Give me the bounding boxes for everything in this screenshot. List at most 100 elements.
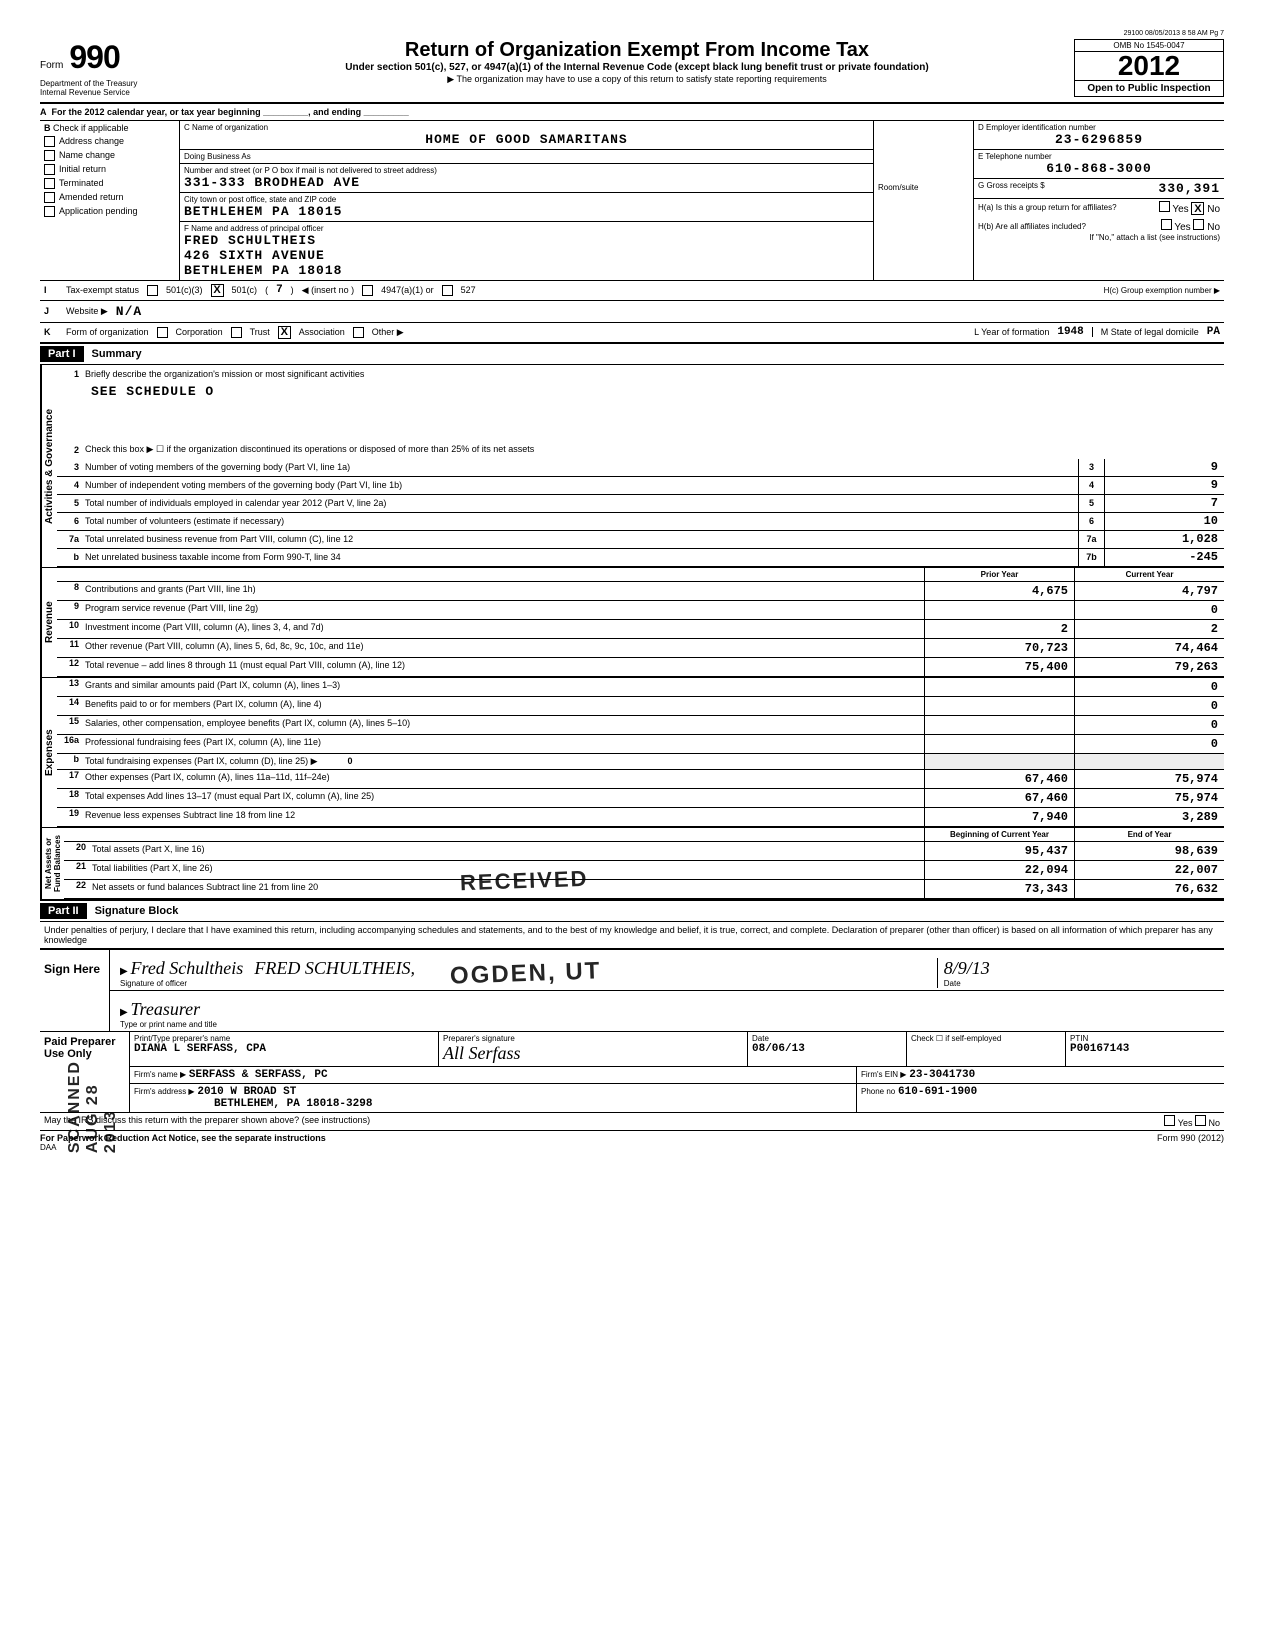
527-checkbox[interactable]: [442, 285, 453, 296]
cy16a: 0: [1074, 735, 1224, 753]
hb-no-checkbox[interactable]: [1193, 219, 1204, 230]
cy15: 0: [1074, 716, 1224, 734]
line7b-val: -245: [1104, 549, 1224, 566]
gross-receipts: 330,391: [1158, 181, 1220, 196]
org-city: BETHLEHEM PA 18015: [184, 204, 869, 219]
cy14: 0: [1074, 697, 1224, 715]
governance-label: Activities & Governance: [40, 365, 57, 567]
section-a: A For the 2012 calendar year, or tax yea…: [40, 104, 1224, 120]
other-checkbox[interactable]: [353, 327, 364, 338]
firm-addr2: BETHLEHEM, PA 18018-3298: [214, 1098, 372, 1110]
cy11: 74,464: [1074, 639, 1224, 657]
cy10: 2: [1074, 620, 1224, 638]
501c3-checkbox[interactable]: [147, 285, 158, 296]
room-suite-col: Room/suite: [874, 121, 974, 280]
corp-checkbox[interactable]: [157, 327, 168, 338]
py18: 67,460: [924, 789, 1074, 807]
officer-street: 426 SIXTH AVENUE: [184, 248, 869, 263]
officer-signature: Fred Schultheis: [130, 958, 243, 978]
header-note: ▶ The organization may have to use a cop…: [212, 74, 1062, 85]
firm-ein: 23-3041730: [909, 1069, 975, 1081]
ptin: P00167143: [1070, 1043, 1129, 1055]
py8: 4,675: [924, 582, 1074, 600]
discuss-no-checkbox[interactable]: [1195, 1115, 1206, 1126]
tax-status-row: I Tax-exempt status 501(c)(3) X501(c) ( …: [40, 280, 1224, 300]
app-pending-checkbox[interactable]: [44, 206, 55, 217]
tax-year: 2012: [1075, 52, 1223, 80]
cy20: 98,639: [1074, 842, 1224, 860]
amended-checkbox[interactable]: [44, 192, 55, 203]
mission: SEE SCHEDULE O: [91, 384, 214, 399]
main-title: Return of Organization Exempt From Incom…: [212, 39, 1062, 62]
hb-yes-checkbox[interactable]: [1161, 219, 1172, 230]
py22: 73,343: [924, 880, 1074, 898]
cy22: 76,632: [1074, 880, 1224, 898]
cy21: 22,007: [1074, 861, 1224, 879]
py9: [924, 601, 1074, 619]
year-formation: 1948: [1057, 326, 1083, 338]
open-public: Open to Public Inspection: [1075, 80, 1223, 96]
subtitle: Under section 501(c), 527, or 4947(a)(1)…: [212, 62, 1062, 74]
cy19: 3,289: [1074, 808, 1224, 826]
preparer-name: DIANA L SERFASS, CPA: [134, 1043, 266, 1055]
py21: 22,094: [924, 861, 1074, 879]
website-row: J Website ▶ N/A: [40, 300, 1224, 322]
officer-name: FRED SCHULTHEIS: [184, 233, 869, 248]
preparer-block: Paid Preparer Use Only Print/Type prepar…: [40, 1031, 1224, 1112]
daa: DAA: [40, 1143, 1224, 1152]
initial-return-checkbox[interactable]: [44, 164, 55, 175]
firm-addr1: 2010 W BROAD ST: [197, 1086, 296, 1098]
py19: 7,940: [924, 808, 1074, 826]
preparer-date: 08/06/13: [752, 1043, 805, 1055]
line4-val: 9: [1104, 477, 1224, 494]
discuss-row: May the IRS discuss this return with the…: [40, 1112, 1224, 1130]
firm-name: SERFASS & SERFASS, PC: [189, 1069, 328, 1081]
website: N/A: [116, 304, 142, 319]
py17: 67,460: [924, 770, 1074, 788]
line7a-val: 1,028: [1104, 531, 1224, 548]
form-number: 990: [69, 39, 119, 76]
sig-date: 8/9/13: [944, 958, 990, 978]
501c-checkbox[interactable]: X: [211, 284, 224, 297]
assoc-checkbox[interactable]: X: [278, 326, 291, 339]
officer-city: BETHLEHEM PA 18018: [184, 263, 869, 278]
firm-phone: 610-691-1900: [898, 1086, 977, 1098]
part2-header: Part II Signature Block: [40, 899, 1224, 921]
check-column: B Check if applicable Address change Nam…: [40, 121, 180, 280]
dept-treasury: Department of the TreasuryInternal Reven…: [40, 80, 200, 98]
ha-no-checkbox[interactable]: X: [1191, 202, 1204, 215]
py20: 95,437: [924, 842, 1074, 860]
cy17: 75,974: [1074, 770, 1224, 788]
terminated-checkbox[interactable]: [44, 178, 55, 189]
footer: For Paperwork Reduction Act Notice, see …: [40, 1130, 1224, 1143]
org-street: 331-333 BRODHEAD AVE: [184, 175, 869, 190]
cy13: 0: [1074, 678, 1224, 696]
phone: 610-868-3000: [978, 161, 1220, 176]
py12: 75,400: [924, 658, 1074, 676]
ha-yes-checkbox[interactable]: [1159, 201, 1170, 212]
discuss-yes-checkbox[interactable]: [1164, 1115, 1175, 1126]
year-block: OMB No 1545-0047 2012 Open to Public Ins…: [1074, 39, 1224, 97]
name-change-checkbox[interactable]: [44, 150, 55, 161]
revenue-label: Revenue: [40, 568, 57, 677]
signature-block: Sign Here ▶ Fred Schultheis FRED SCHULTH…: [40, 948, 1224, 1031]
line3-val: 9: [1104, 459, 1224, 476]
ein: 23-6296859: [978, 132, 1220, 147]
org-name: HOME OF GOOD SAMARITANS: [184, 132, 869, 147]
py10: 2: [924, 620, 1074, 638]
cy9: 0: [1074, 601, 1224, 619]
form-org-row: K Form of organization Corporation Trust…: [40, 322, 1224, 342]
form-header: Form 990 Department of the TreasuryInter…: [40, 39, 1224, 98]
expenses-label: Expenses: [40, 678, 57, 827]
org-info: C Name of organization HOME OF GOOD SAMA…: [180, 121, 874, 280]
addr-change-checkbox[interactable]: [44, 136, 55, 147]
trust-checkbox[interactable]: [231, 327, 242, 338]
4947-checkbox[interactable]: [362, 285, 373, 296]
state-domicile: PA: [1207, 326, 1220, 338]
line6-val: 10: [1104, 513, 1224, 530]
line5-val: 7: [1104, 495, 1224, 512]
perjury-decl: Under penalties of perjury, I declare th…: [40, 921, 1224, 948]
cy8: 4,797: [1074, 582, 1224, 600]
form-label: Form: [40, 60, 63, 71]
timestamp: 29100 08/05/2013 8 58 AM Pg 7: [40, 30, 1224, 37]
